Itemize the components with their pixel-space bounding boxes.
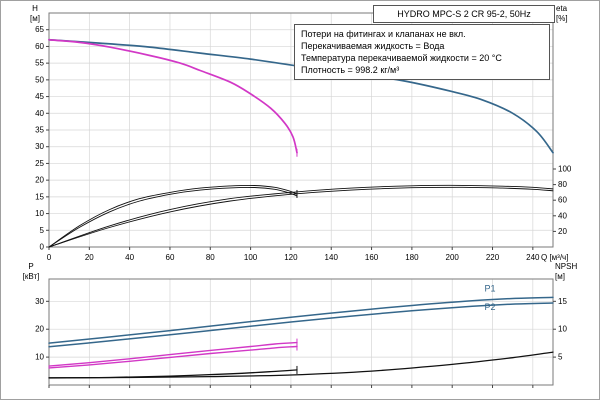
series-label-P1: P1 xyxy=(484,283,495,293)
plot-frame xyxy=(48,278,554,386)
right-tick-label: 80 xyxy=(558,180,567,189)
chart-title: HYDRO MPC-S 2 CR 95-2, 50Hz xyxy=(397,9,531,19)
info-line-liquid: Перекачиваемая жидкость = Вода xyxy=(301,41,445,51)
left-tick-label: 30 xyxy=(35,142,44,151)
x-tick-label: 80 xyxy=(206,253,215,262)
x-axis-label: Q [м³/ч] xyxy=(541,253,568,262)
left-tick-label: 20 xyxy=(35,325,44,334)
series-p2-2-pumps xyxy=(48,302,554,348)
p-axis-unit: [кВт] xyxy=(22,272,40,281)
x-tick-label: 40 xyxy=(125,253,134,262)
left-tick-label: 65 xyxy=(35,25,44,34)
series-eta-2-pumps-b xyxy=(48,186,554,248)
x-tick-label: 100 xyxy=(244,253,258,262)
left-tick-label: 45 xyxy=(35,92,44,101)
series-npsh-2-pumps xyxy=(48,351,554,379)
h-axis-name: H xyxy=(32,4,38,13)
left-tick-label: 60 xyxy=(35,42,44,51)
right-tick-label: 10 xyxy=(558,325,567,334)
series-label-P2: P2 xyxy=(484,302,495,312)
series-head-1-pump xyxy=(48,38,298,154)
right-tick-label: 40 xyxy=(558,211,567,220)
conditions-info-box: Потери на фитингах и клапанах не вкл. Пе… xyxy=(294,24,550,80)
right-tick-label: 15 xyxy=(558,297,567,306)
info-line-density: Плотность = 998.2 кг/м³ xyxy=(301,65,400,75)
x-tick-label: 120 xyxy=(284,253,298,262)
left-tick-label: 30 xyxy=(35,297,44,306)
info-line-losses: Потери на фитингах и клапанах не вкл. xyxy=(301,29,466,39)
series-eta-2-pumps-a xyxy=(48,184,554,248)
x-tick-label: 60 xyxy=(166,253,175,262)
x-tick-label: 140 xyxy=(325,253,339,262)
right-tick-label: 20 xyxy=(558,227,567,236)
left-tick-label: 10 xyxy=(35,353,44,362)
npsh-axis-label: NPSH [м] xyxy=(555,262,597,282)
series-p2-1-pump xyxy=(48,345,298,369)
series-eta-1-pump-a xyxy=(48,184,298,248)
h-axis-unit: [м] xyxy=(30,14,40,23)
info-line-temperature: Температура перекачиваемой жидкости = 20… xyxy=(301,53,502,63)
left-tick-label: 0 xyxy=(40,243,45,252)
h-axis-label: H [м] xyxy=(23,4,47,24)
x-tick-label: 0 xyxy=(47,253,52,262)
series-p1-1-pump xyxy=(48,341,298,367)
eta-axis-name: eta xyxy=(556,4,568,13)
p-axis-name: P xyxy=(28,262,34,271)
right-tick-label: 100 xyxy=(558,165,572,174)
p-axis-label: P [кВт] xyxy=(15,262,47,282)
x-tick-label: 240 xyxy=(526,253,540,262)
left-tick-label: 15 xyxy=(35,192,44,201)
x-tick-label: 20 xyxy=(85,253,94,262)
npsh-axis-unit: [м] xyxy=(555,272,565,281)
right-tick-label: 60 xyxy=(558,196,567,205)
npsh-axis-name: NPSH xyxy=(555,262,578,271)
x-tick-label: 200 xyxy=(446,253,460,262)
series-p1-2-pumps xyxy=(48,296,554,344)
right-tick-label: 5 xyxy=(558,353,563,362)
left-tick-label: 10 xyxy=(35,209,44,218)
left-tick-label: 5 xyxy=(40,226,45,235)
eta-axis-unit: [%] xyxy=(556,14,568,23)
chart-title-box: HYDRO MPC-S 2 CR 95-2, 50Hz xyxy=(373,5,555,23)
left-tick-label: 40 xyxy=(35,109,44,118)
left-tick-label: 35 xyxy=(35,126,44,135)
x-tick-label: 220 xyxy=(486,253,500,262)
eta-axis-label: eta [%] xyxy=(556,4,590,24)
x-tick-label: 160 xyxy=(365,253,379,262)
series-npsh-1-pump xyxy=(48,369,298,379)
left-tick-label: 25 xyxy=(35,159,44,168)
series-eta-1-pump-b xyxy=(48,186,298,248)
left-tick-label: 55 xyxy=(35,59,44,68)
left-tick-label: 20 xyxy=(35,176,44,185)
left-tick-label: 50 xyxy=(35,75,44,84)
x-tick-label: 180 xyxy=(405,253,419,262)
